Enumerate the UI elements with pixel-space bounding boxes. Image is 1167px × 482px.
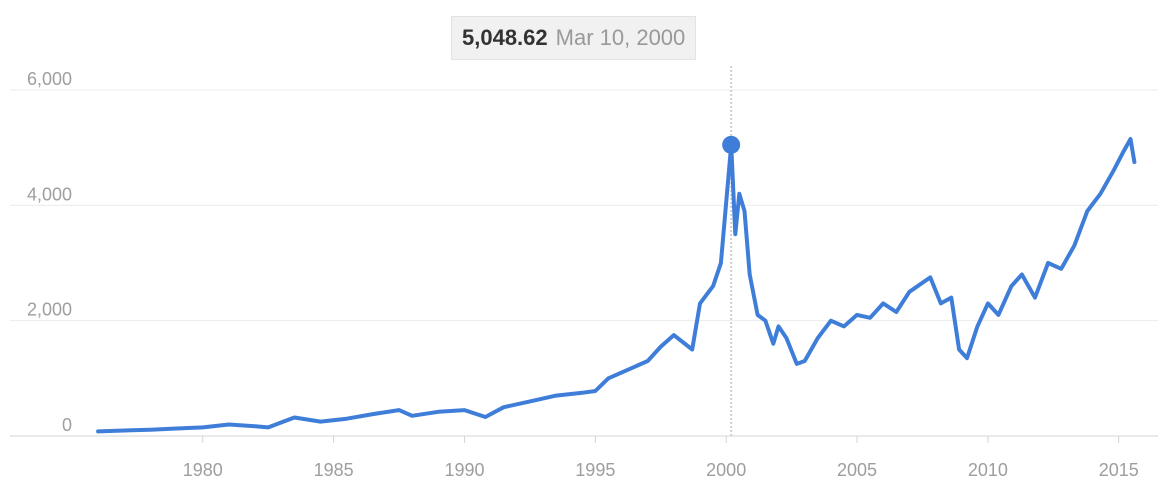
hover-tooltip: 5,048.62 Mar 10, 2000 bbox=[451, 16, 697, 60]
y-tick-label: 6,000 bbox=[27, 69, 72, 89]
y-tick-label: 0 bbox=[62, 415, 72, 435]
x-axis-ticks: 1980 1985 1990 1995 2000 2005 2010 2015 bbox=[183, 436, 1139, 480]
y-tick-label: 4,000 bbox=[27, 184, 72, 204]
x-tick-label: 2015 bbox=[1099, 460, 1139, 480]
x-tick-label: 2005 bbox=[837, 460, 877, 480]
tooltip-date: Mar 10, 2000 bbox=[555, 25, 686, 50]
series-line[interactable] bbox=[96, 137, 1137, 434]
x-tick-label: 1980 bbox=[183, 460, 223, 480]
gridlines bbox=[10, 89, 1158, 437]
x-tick-label: 2010 bbox=[968, 460, 1008, 480]
x-tick-label: 1990 bbox=[444, 460, 484, 480]
x-tick-label: 1985 bbox=[314, 460, 354, 480]
y-tick-label: 2,000 bbox=[27, 300, 72, 320]
tooltip-value: 5,048.62 bbox=[462, 25, 548, 50]
x-tick-label: 2000 bbox=[706, 460, 746, 480]
y-axis-ticks: 0 2,000 4,000 6,000 bbox=[27, 69, 72, 435]
highlight-point[interactable] bbox=[722, 135, 741, 154]
x-tick-label: 1995 bbox=[575, 460, 615, 480]
